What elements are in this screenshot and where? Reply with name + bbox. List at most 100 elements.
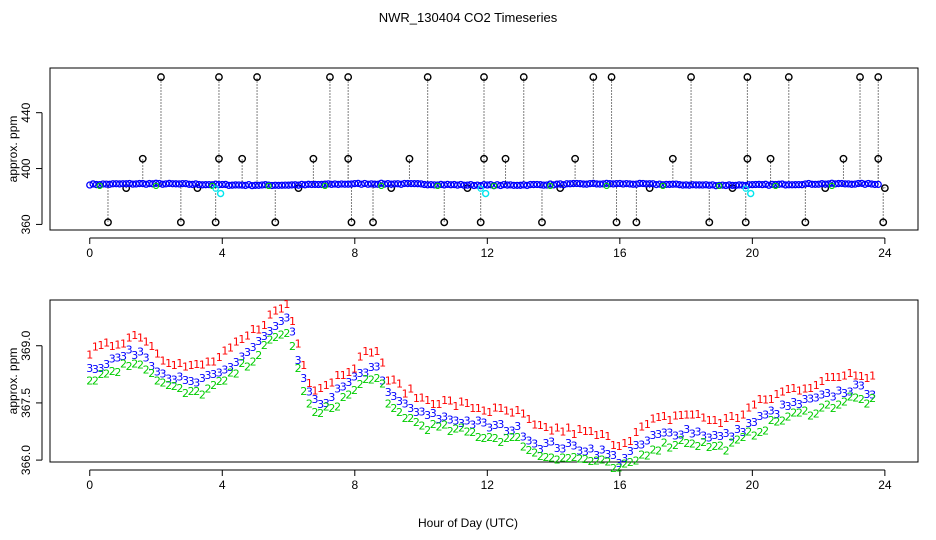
- series-2-point: 2: [98, 368, 105, 381]
- series-2-point: 2: [137, 358, 144, 371]
- spike-point: [253, 73, 261, 81]
- blue-point: [506, 181, 515, 189]
- series-1-point: 1: [610, 439, 617, 452]
- series-1-point: 1: [407, 382, 414, 395]
- series-2-point: 2: [469, 426, 476, 439]
- series-2-point: 2: [261, 339, 268, 352]
- series-2-point: 2: [323, 401, 330, 414]
- series-3-point: 3: [695, 426, 702, 439]
- series-3-point: 3: [700, 430, 707, 443]
- x-tick-label: 8: [351, 246, 358, 260]
- blue-point: [573, 179, 581, 188]
- series-2-point: 2: [514, 431, 521, 444]
- top-panel: approx. ppm 0 4 8 12 16 20 24 360 400 440: [6, 67, 919, 260]
- series-1-point: 1: [312, 384, 319, 397]
- series-2-point: 2: [199, 389, 206, 402]
- series-3-point: 3: [317, 398, 324, 411]
- series-1-point: 1: [785, 383, 792, 396]
- series-3-point: 3: [565, 437, 572, 450]
- series-2-point: 2: [616, 462, 623, 475]
- series-1-point: 1: [526, 413, 533, 426]
- series-3-point: 3: [486, 421, 493, 434]
- series-2-point: 2: [649, 444, 656, 457]
- series-2-point: 2: [785, 411, 792, 424]
- series-1-point: 1: [672, 410, 679, 423]
- blue-point: [636, 179, 644, 188]
- blue-point: [672, 180, 680, 188]
- series-1-point: 1: [424, 394, 431, 407]
- blue-point: [125, 179, 134, 188]
- blue-point: [778, 180, 786, 188]
- series-2-point: 2: [638, 449, 645, 462]
- series-2-point: 2: [762, 424, 769, 437]
- series-2-point: 2: [283, 327, 290, 340]
- y-tick-label: 367.5: [19, 388, 33, 418]
- series-2-point: 2: [205, 383, 212, 396]
- green-point: [603, 182, 610, 190]
- series-2-point: 2: [711, 440, 718, 453]
- series-3-point: 3: [818, 389, 825, 402]
- series-2-point: 2: [233, 368, 240, 381]
- spike-point: [687, 73, 695, 81]
- green-point: [96, 182, 103, 190]
- x-tick-label: 16: [613, 246, 627, 260]
- series-3-point: 3: [790, 396, 797, 409]
- series-3-point: 3: [458, 417, 465, 430]
- series-3-point: 3: [385, 386, 392, 399]
- spike-point: [344, 73, 353, 81]
- series-3-point: 3: [621, 452, 628, 465]
- series-3-point: 3: [604, 448, 611, 461]
- series-3-point: 3: [295, 354, 302, 367]
- blue-point: [775, 180, 783, 188]
- series-2-point: 2: [458, 422, 465, 435]
- blue-point: [261, 181, 269, 189]
- series-1-point: 1: [520, 408, 527, 421]
- series-2-point: 2: [599, 454, 606, 467]
- bottom-y-axis-label: approx. ppm: [6, 348, 20, 415]
- spike-point: [104, 218, 112, 227]
- blue-point: [460, 181, 468, 189]
- series-2-point: 2: [520, 440, 527, 453]
- blue-point: [361, 179, 369, 188]
- series-3-point: 3: [216, 366, 223, 379]
- series-3-point: 3: [143, 352, 150, 365]
- blue-point: [811, 180, 819, 189]
- series-3-point: 3: [233, 356, 240, 369]
- spike-point: [856, 73, 864, 81]
- series-1-point: 1: [751, 399, 758, 412]
- series-2-point: 2: [582, 453, 589, 466]
- series-3-point: 3: [452, 415, 459, 428]
- spike-point: [405, 154, 414, 163]
- series-1-point: 1: [745, 402, 752, 415]
- series-3-point: 3: [785, 400, 792, 413]
- series-3-point: 3: [599, 444, 606, 457]
- series-1-point: 1: [644, 418, 651, 431]
- series-3-point: 3: [278, 315, 285, 328]
- series-1-point: 1: [92, 341, 99, 354]
- series-2-point: 2: [796, 406, 803, 419]
- series-3-point: 3: [802, 393, 809, 406]
- series-2-point: 2: [695, 440, 702, 453]
- series-2-point: 2: [745, 425, 752, 438]
- top-markers: [86, 73, 889, 227]
- series-1-point: 1: [464, 397, 471, 410]
- spike-point: [607, 73, 616, 81]
- series-1-point: 1: [655, 411, 662, 424]
- series-2-point: 2: [717, 439, 724, 452]
- blue-point: [105, 180, 114, 188]
- green-point: [772, 182, 779, 190]
- series-3-point: 3: [424, 409, 431, 422]
- blue-point: [712, 182, 720, 190]
- series-2-point: 2: [548, 451, 555, 464]
- series-1-point: 1: [773, 388, 780, 401]
- series-3-point: 3: [616, 457, 623, 470]
- series-1-point: 1: [193, 358, 200, 371]
- series-3-point: 3: [98, 362, 105, 375]
- series-2-point: 2: [683, 437, 690, 450]
- series-1-point: 1: [706, 414, 713, 427]
- series-3-point: 3: [644, 434, 651, 447]
- cyan-point: [216, 189, 225, 198]
- series-3-point: 3: [554, 442, 561, 455]
- spike-point: [538, 218, 546, 227]
- series-3-point: 3: [176, 370, 183, 383]
